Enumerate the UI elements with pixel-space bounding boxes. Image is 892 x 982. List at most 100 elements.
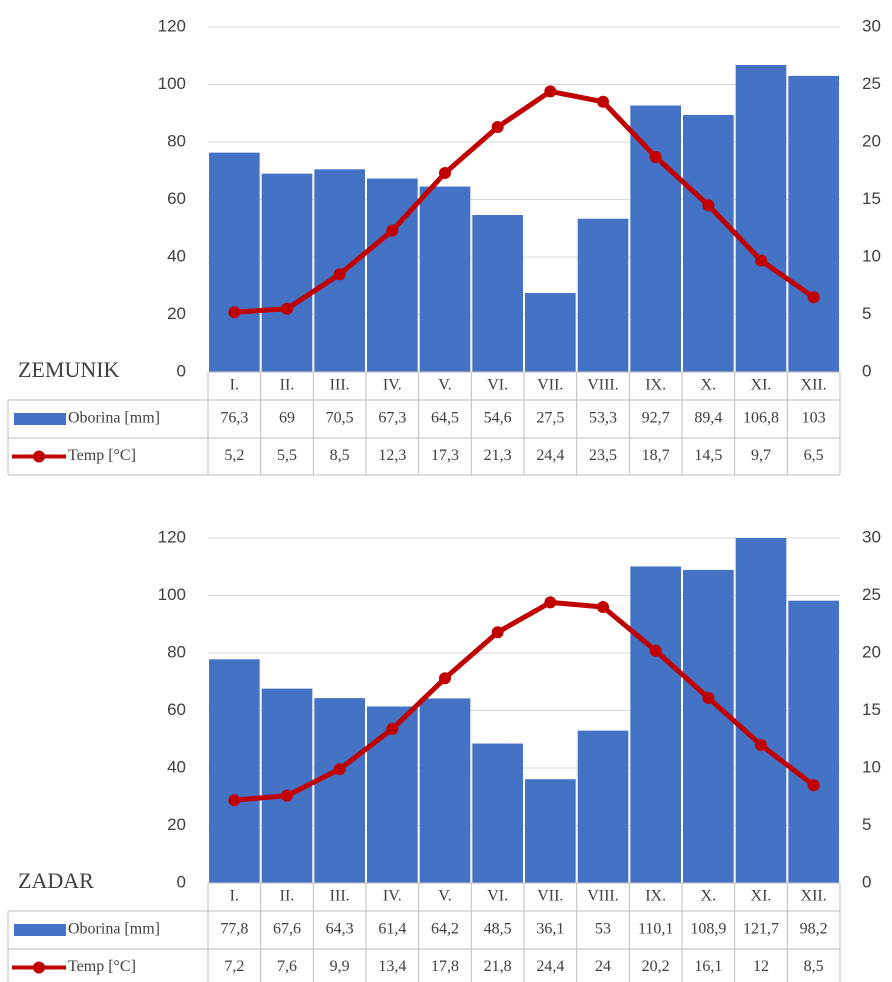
bar [367,706,418,883]
y2-tick-label: 10 [862,246,881,265]
line-marker [755,254,767,267]
y-tick-label: 100 [158,74,186,93]
x-tick-label: IX. [645,377,666,394]
table-cell: 67,3 [378,410,406,427]
y-tick-label: 60 [167,189,186,208]
y2-tick-label: 5 [862,815,871,834]
table-cell: 77,8 [220,921,248,938]
table-cell: 54,6 [484,410,512,427]
line-marker [649,150,662,163]
y2-tick-label: 5 [862,304,871,323]
bar [472,215,523,372]
table-cell: 17,3 [431,447,459,464]
table-cell: 16,1 [694,958,722,975]
line-marker [386,224,399,237]
table-cell: 76,3 [220,410,248,427]
line-marker [333,763,346,776]
line-marker [702,199,715,212]
table-cell: 64,3 [326,921,354,938]
table-cell: 24,4 [536,958,564,975]
y-tick-label: 0 [177,872,186,891]
line-marker [649,644,662,657]
x-tick-label: IV. [383,377,402,394]
table-cell: 61,4 [378,921,406,938]
y2-tick-label: 20 [862,131,881,150]
bar [577,730,629,883]
table-cell: 20,2 [642,958,670,975]
y-tick-label: 0 [177,361,186,380]
x-tick-label: VII. [537,888,563,905]
table-cell: 9,7 [751,447,771,464]
x-tick-label: XI. [751,888,772,905]
y-tick-label: 20 [167,815,186,834]
table-cell: 21,8 [484,958,512,975]
legend-key [14,413,66,425]
table-cell: 12,3 [378,447,406,464]
y2-tick-label: 10 [862,757,881,776]
y2-tick-label: 15 [862,700,881,719]
table-cell: 27,5 [536,410,564,427]
bar [788,600,839,883]
table-cell: 103 [802,410,826,427]
line-marker [544,596,557,609]
y-tick-label: 40 [167,246,186,265]
table-cell: 9,9 [330,958,350,975]
bar [630,566,681,883]
line-marker [702,691,715,704]
y-tick-label: 100 [158,585,186,604]
line-marker [597,601,609,613]
bar [735,64,787,372]
y2-tick-label: 20 [862,642,881,661]
x-tick-label: III. [330,377,350,394]
line-marker [386,722,399,735]
y2-tick-label: 15 [862,189,881,208]
y2-tick-label: 0 [862,361,871,380]
line-marker [281,789,293,802]
y-tick-label: 80 [167,642,186,661]
table-cell: 69 [279,410,295,427]
y2-tick-label: 30 [862,527,881,546]
x-tick-label: VIII. [587,377,619,394]
x-tick-label: IX. [645,888,666,905]
y-tick-label: 40 [167,757,186,776]
x-tick-label: III. [330,888,350,905]
legend-label: Temp [°C] [68,447,136,464]
bar [419,186,471,372]
table-cell: 53 [595,921,611,938]
line-marker [807,291,820,304]
line-marker [807,779,820,792]
chart-title: ZADAR [18,868,94,893]
bar [630,105,681,372]
table-cell: 64,2 [431,921,459,938]
table-cell: 23,5 [589,447,617,464]
x-tick-label: VIII. [587,888,619,905]
table-cell: 18,7 [642,447,670,464]
y2-tick-label: 25 [862,74,881,93]
table-cell: 5,5 [277,447,297,464]
table-cell: 13,4 [378,958,406,975]
line-marker [228,306,241,319]
bar [788,75,839,372]
table-cell: 108,9 [690,921,726,938]
table-cell: 70,5 [326,410,354,427]
x-tick-label: I. [230,888,239,905]
bar [683,114,734,372]
line-marker [281,302,293,315]
table-cell: 17,8 [431,958,459,975]
line-marker [491,626,504,639]
y-tick-label: 20 [167,304,186,323]
table-cell: 24 [595,958,611,975]
y-tick-label: 120 [158,16,186,35]
y-tick-label: 80 [167,131,186,150]
table-cell: 5,2 [224,447,244,464]
legend-key [33,961,45,974]
table-cell: 64,5 [431,410,459,427]
x-tick-label: IV. [383,888,402,905]
x-tick-label: I. [230,377,239,394]
y2-tick-label: 0 [862,872,871,891]
table-cell: 121,7 [743,921,779,938]
bar [261,173,313,372]
line-marker [597,95,609,108]
table-cell: 7,6 [277,958,297,975]
